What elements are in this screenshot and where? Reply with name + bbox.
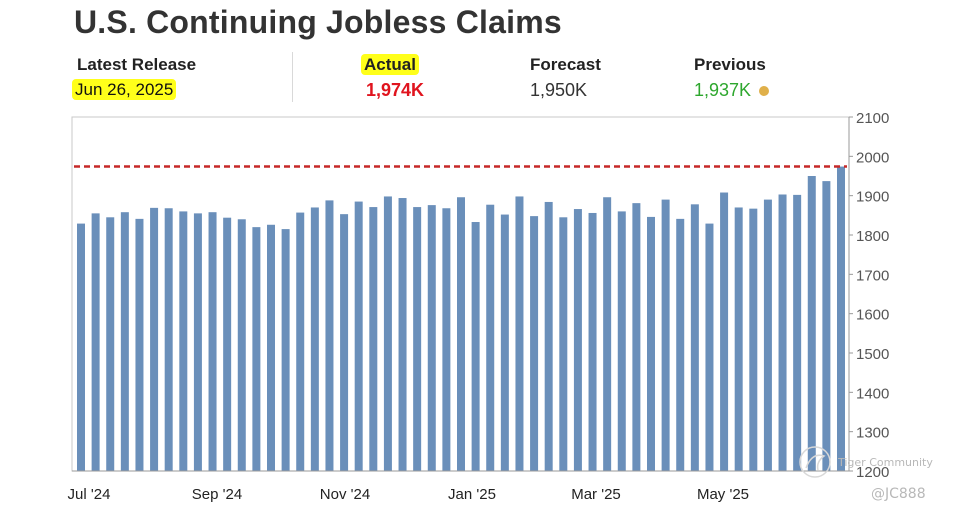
bar — [500, 214, 509, 472]
bar — [77, 223, 85, 471]
bar — [179, 211, 188, 471]
forecast-value: 1,950K — [530, 80, 588, 100]
bar — [734, 207, 743, 471]
bar — [91, 213, 100, 471]
x-tick-labels: Jul '24 Sep '24 Nov '24 Jan '25 Mar '25 May '… — [68, 486, 749, 503]
watermark-handle: @JC888 — [871, 486, 926, 502]
bar — [763, 199, 772, 471]
x-tick-label: Sep '24 — [192, 486, 242, 503]
bar — [340, 214, 349, 471]
bar — [778, 194, 787, 472]
latest-release-value: Jun 26, 2025 — [72, 79, 177, 100]
chart-title: U.S. Continuing Jobless Claims — [74, 4, 562, 40]
actual-label-text: Actual — [361, 54, 419, 75]
bar — [325, 200, 334, 471]
y-tick-label: 2100 — [856, 110, 889, 127]
bar — [705, 223, 714, 471]
bar — [617, 211, 626, 471]
bar — [471, 222, 480, 471]
x-tick-label: Mar '25 — [571, 486, 621, 503]
bar — [807, 176, 816, 471]
bar — [193, 213, 202, 471]
actual-label: Actual — [361, 54, 419, 75]
previous-label: Previous — [694, 55, 766, 74]
bar — [749, 208, 758, 471]
previous-value: 1,937K — [694, 80, 770, 101]
y-tick-label: 1800 — [856, 228, 889, 245]
bar — [135, 218, 144, 471]
bar — [676, 218, 685, 471]
bar — [369, 207, 378, 471]
y-tick-label: 1700 — [856, 267, 889, 284]
bar — [822, 181, 831, 472]
y-tick-label: 1500 — [856, 346, 889, 363]
bar — [310, 207, 319, 471]
bar — [647, 216, 655, 471]
x-tick-label: Jul '24 — [68, 486, 111, 503]
bar — [296, 212, 305, 471]
y-tick-label: 2000 — [856, 149, 889, 166]
bar — [661, 199, 670, 471]
x-tick-label: Nov '24 — [320, 486, 370, 503]
bar — [223, 217, 232, 471]
watermark-logo-group — [799, 446, 831, 478]
bar — [515, 196, 524, 471]
bar — [632, 203, 641, 471]
bar — [690, 204, 699, 471]
axes-group — [71, 116, 850, 472]
bar — [237, 219, 246, 471]
y-tick-label: 1300 — [856, 425, 889, 442]
bar — [427, 205, 436, 472]
tiger-logo-stroke — [805, 454, 826, 471]
bar — [354, 201, 363, 471]
bar — [164, 208, 173, 471]
bar — [106, 217, 115, 471]
x-tick-label: May '25 — [697, 486, 749, 503]
y-tick-labels: 1200 1300 1400 1500 1600 1700 1800 1900 2000 2100 — [849, 110, 889, 481]
bar — [793, 194, 802, 471]
bar — [398, 198, 407, 471]
bar — [588, 212, 597, 471]
bar — [413, 207, 422, 471]
bar — [544, 201, 553, 471]
bar — [603, 197, 612, 472]
bar — [120, 212, 129, 471]
y-tick-label: 1200 — [856, 464, 889, 481]
tiger-logo-icon — [799, 446, 831, 478]
bar — [486, 204, 495, 471]
bar — [442, 208, 451, 471]
bar — [281, 229, 290, 471]
bar — [150, 207, 159, 472]
latest-release-date: Jun 26, 2025 — [72, 79, 177, 100]
previous-value-text: 1,937K — [694, 80, 752, 100]
y-tick-label: 1400 — [856, 385, 889, 402]
y-tick-label: 1900 — [856, 189, 889, 206]
forecast-label: Forecast — [530, 55, 601, 74]
y-tick-label: 1600 — [856, 307, 889, 324]
watermark-brand: Tiger Community — [838, 456, 933, 469]
bar — [252, 227, 261, 471]
bar — [457, 197, 465, 472]
bar — [208, 212, 217, 471]
x-tick-label: Jan '25 — [448, 486, 496, 503]
revision-dot-icon — [759, 86, 770, 97]
bars-group — [77, 166, 845, 472]
bar — [837, 166, 845, 471]
bar — [573, 209, 582, 472]
stats-divider — [292, 52, 293, 102]
bar — [720, 192, 729, 471]
latest-release-label: Latest Release — [77, 55, 197, 74]
bar — [530, 216, 539, 471]
bar — [267, 224, 275, 471]
bar — [383, 196, 392, 471]
actual-value: 1,974K — [366, 80, 425, 100]
bar — [559, 217, 568, 471]
